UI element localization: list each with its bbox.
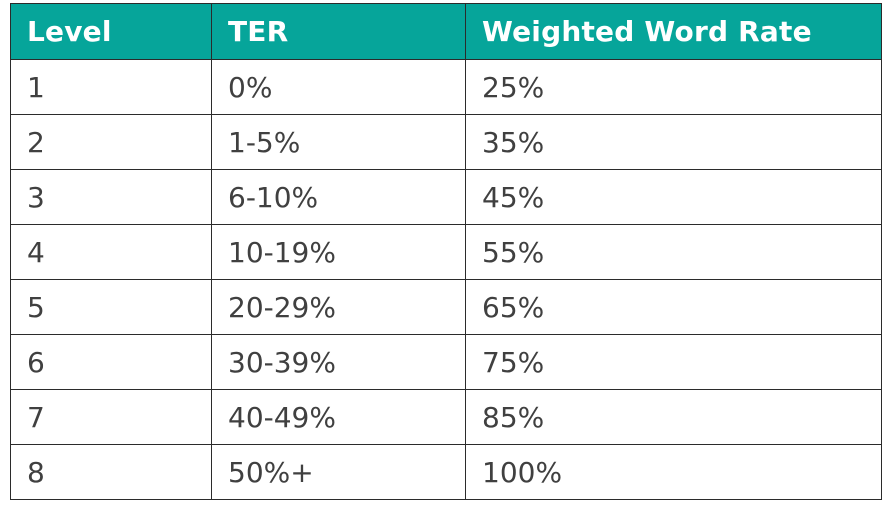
table-row: 5 20-29% 65% [10, 279, 882, 335]
ter-cell: 10-19% [211, 224, 466, 280]
ter-cell: 30-39% [211, 334, 466, 390]
table-body: 1 0% 25% 2 1-5% 35% 3 6-10% 45% 4 10-19%… [10, 59, 882, 500]
table-row: 8 50%+ 100% [10, 444, 882, 500]
table-row: 2 1-5% 35% [10, 114, 882, 170]
level-cell: 1 [10, 59, 212, 115]
column-header-ter: TER [211, 3, 466, 60]
ter-cell: 0% [211, 59, 466, 115]
table-row: 1 0% 25% [10, 59, 882, 115]
level-cell: 2 [10, 114, 212, 170]
table-row: 4 10-19% 55% [10, 224, 882, 280]
column-header-level: Level [10, 3, 212, 60]
level-cell: 6 [10, 334, 212, 390]
level-cell: 5 [10, 279, 212, 335]
level-cell: 3 [10, 169, 212, 225]
rate-cell: 75% [465, 334, 882, 390]
ter-cell: 50%+ [211, 444, 466, 500]
header-row: Level TER Weighted Word Rate [10, 3, 882, 60]
column-header-weighted-word-rate: Weighted Word Rate [465, 3, 882, 60]
rate-cell: 35% [465, 114, 882, 170]
table-row: 7 40-49% 85% [10, 389, 882, 445]
ter-cell: 20-29% [211, 279, 466, 335]
rate-cell: 25% [465, 59, 882, 115]
level-cell: 8 [10, 444, 212, 500]
table-row: 3 6-10% 45% [10, 169, 882, 225]
ter-cell: 1-5% [211, 114, 466, 170]
rate-cell: 65% [465, 279, 882, 335]
rate-cell: 100% [465, 444, 882, 500]
ter-cell: 6-10% [211, 169, 466, 225]
rate-table: Level TER Weighted Word Rate 1 0% 25% 2 … [10, 3, 882, 500]
table-header: Level TER Weighted Word Rate [10, 3, 882, 60]
rate-cell: 45% [465, 169, 882, 225]
ter-cell: 40-49% [211, 389, 466, 445]
rate-cell: 55% [465, 224, 882, 280]
table-row: 6 30-39% 75% [10, 334, 882, 390]
level-cell: 7 [10, 389, 212, 445]
level-cell: 4 [10, 224, 212, 280]
rate-cell: 85% [465, 389, 882, 445]
